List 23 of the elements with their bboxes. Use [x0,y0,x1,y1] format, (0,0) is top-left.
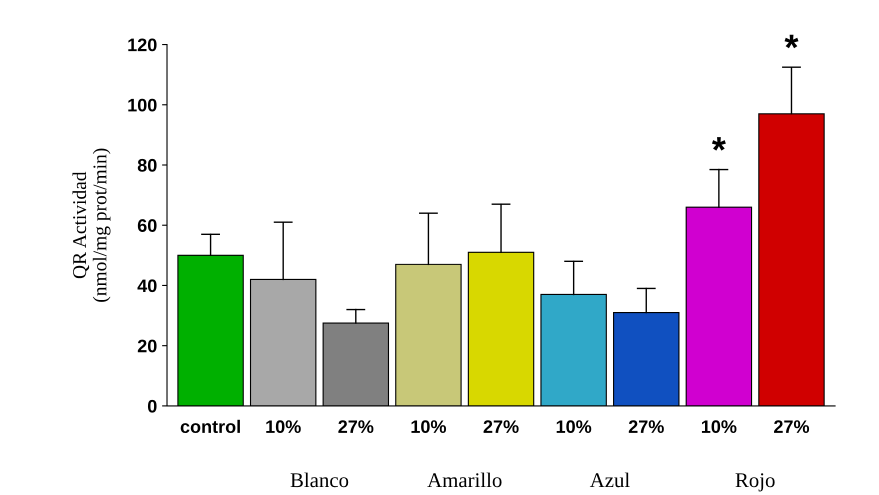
y-tick-label: 80 [138,158,157,172]
text: Blanco [290,472,348,488]
y-tick-label: 120 [128,38,157,52]
y-tick-label: 60 [138,219,157,232]
x-tick-label: 10% [556,420,592,434]
y-tick-label: 0 [148,400,157,413]
x-tick-label: 10% [266,420,301,434]
x-tick-label: control [180,420,240,434]
y-tick-label: 100 [128,98,157,112]
y-tick-label: 20 [138,340,157,352]
y-tick-label: 40 [137,279,157,292]
x-tick-label: 10% [702,420,736,434]
text: Rojo [736,473,775,492]
x-tick-label: 27% [774,420,810,434]
x-tick-label: 10% [411,420,446,434]
x-tick-label: 27% [628,420,664,434]
x-tick-label: 27% [338,420,374,434]
text: Amarillo [427,472,502,488]
x-tick-label: 27% [484,420,519,434]
y-axis-title: QR Actividad (nmol/mg prot/min) [72,148,110,302]
text: Azul [590,472,630,488]
data-label: * [784,34,798,48]
data-label: * [712,137,726,151]
